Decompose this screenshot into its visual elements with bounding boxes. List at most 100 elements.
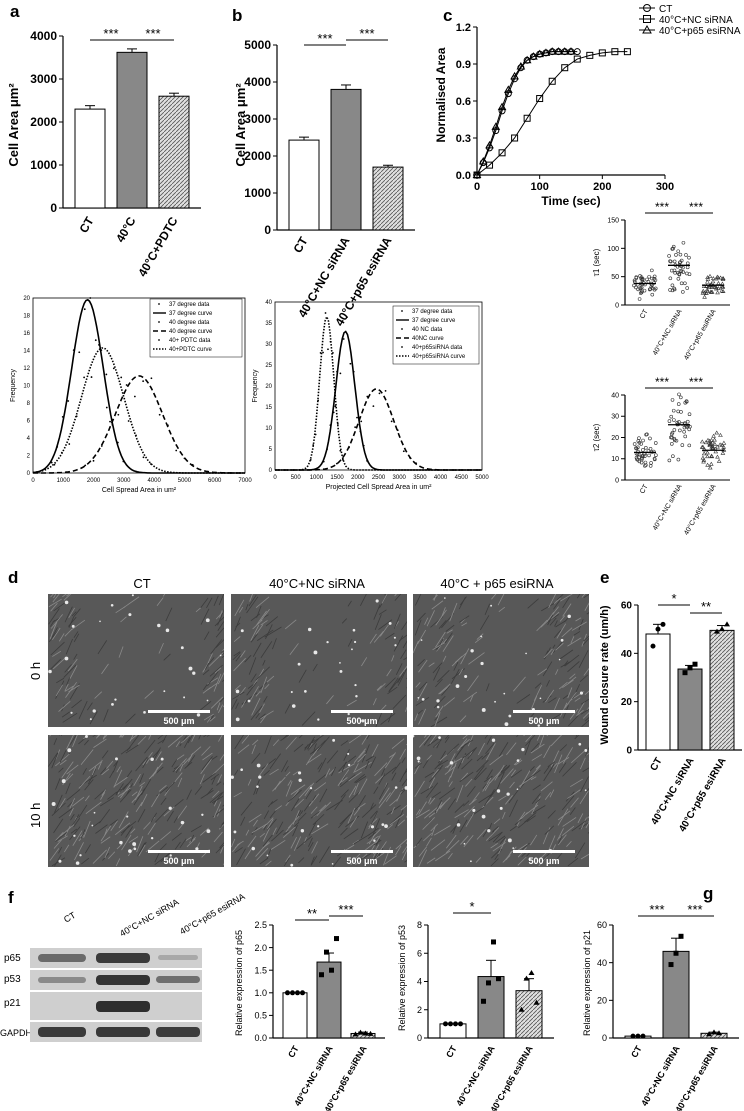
bright-cell [507,838,512,843]
cell-streak [371,743,379,757]
cell-streak [207,657,215,665]
data-point [360,420,363,423]
cell-streak [525,804,539,815]
significance-label: *** [649,902,664,917]
data-point [384,390,387,392]
cell-streak [115,788,122,794]
cell-streak [469,694,474,702]
cell-streak [426,857,436,864]
cell-streak [379,624,389,637]
cell-streak [55,778,61,790]
y-axis-label: τ2 (sec) [592,423,601,451]
legend-label: 40+ PDTC data [169,338,211,344]
chart-g-p21: 0 20 40 60 CT 40°C+NC siRNA 40°C+p65 esiRNA Rel… [578,898,739,1111]
y-tick-label: 6 [27,419,31,425]
cell-streak [255,713,260,719]
cell-streak [312,740,326,754]
cell-streak [210,639,223,655]
data-point [677,392,681,397]
cell-streak [100,825,112,842]
bright-cell [180,820,185,825]
x-tick-label: 4500 [455,475,469,481]
cell-streak [57,835,68,842]
cell-streak [119,735,122,738]
cell-streak [256,610,267,626]
cell-streak [530,776,537,781]
cell-streak [130,735,138,740]
cell-streak [221,821,224,825]
data-point [644,463,648,467]
legend-marker [158,303,160,305]
x-tick-label: 5000 [178,478,192,484]
cell-streak [187,735,193,744]
cell-streak [255,841,270,857]
legend-label: 40°C+p65 esiRNA [659,26,741,37]
cell-streak [434,760,443,770]
cell-streak [120,824,130,836]
cell-streak [126,735,140,751]
x-tick-label: 40°C+NC siRNA [639,1044,682,1108]
bright-cell [381,823,385,827]
cell-streak [259,857,269,865]
cell-streak [583,594,589,599]
cell-streak [510,769,523,778]
x-tick-label: 40°C+p65 esiRNA [488,1044,535,1111]
y-tick-label: 0.9 [456,59,471,71]
bright-cell [298,778,302,782]
bright-cell [413,735,415,738]
cell-streak [463,806,475,818]
cell-streak [216,781,222,786]
cell-streak [434,715,440,721]
cell-streak [451,668,466,680]
series-point [529,52,538,60]
cell-streak [357,753,367,763]
cell-streak [489,754,504,766]
series-point [560,47,570,55]
x-tick-label: 1000 [57,478,71,484]
cell-streak [64,844,70,853]
cell-streak [60,735,63,737]
cell-streak [113,761,118,767]
significance-label: *** [655,200,669,214]
cell-streak [459,596,467,606]
cell-streak [398,634,407,642]
bright-cell [126,815,129,818]
cell-streak [135,801,143,813]
cell-streak [326,800,343,811]
cell-streak [218,735,223,742]
cell-streak [78,700,88,720]
data-point [709,437,714,442]
data-point [324,312,327,314]
cell-streak [353,833,371,845]
cell-streak [104,828,108,836]
legend-box [392,305,480,365]
cell-streak [117,787,131,797]
cell-streak [503,846,517,862]
cell-streak [201,746,211,756]
cell-streak [53,839,62,849]
cell-streak [68,607,75,619]
data-point [357,1029,364,1035]
cell-streak [66,789,81,801]
bright-cell [258,775,262,779]
bright-cell [317,718,320,721]
cell-streak [340,827,348,836]
cell-streak [345,844,355,851]
cell-streak [373,839,382,846]
cell-streak [575,617,582,622]
cell-streak [378,773,386,785]
cell-streak [418,849,428,867]
data-point [366,459,368,462]
cell-streak [49,624,57,640]
y-tick-label: 25 [265,363,272,369]
cell-streak [360,821,369,839]
cell-streak [236,848,246,866]
cell-streak [305,755,313,766]
cell-streak [214,667,222,674]
y-tick-label: 60 [597,920,607,930]
cell-streak [174,772,183,783]
data-point [72,349,75,352]
cell-streak [557,808,569,826]
cell-streak [215,639,224,648]
cell-streak [430,823,439,832]
